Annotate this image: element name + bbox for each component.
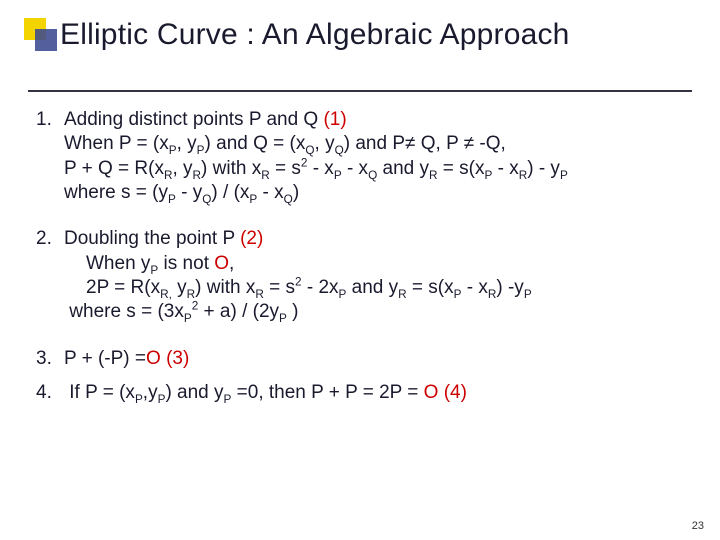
slide-logo bbox=[24, 18, 58, 52]
item-number: 3. bbox=[36, 347, 64, 371]
horizontal-rule bbox=[28, 90, 692, 92]
slide-title: Elliptic Curve : An Algebraic Approach bbox=[60, 18, 570, 52]
list-item: 2. Doubling the point P (2) When yP is n… bbox=[36, 227, 696, 324]
logo-square-blue bbox=[35, 29, 57, 51]
item-body: P + (-P) =O (3) bbox=[64, 347, 696, 371]
item-body: Adding distinct points P and Q (1) When … bbox=[64, 108, 696, 205]
item-head: Doubling the point P bbox=[64, 228, 235, 249]
item-line: P + Q = R(xR, yR) with xR = s2 - xP - xQ… bbox=[64, 158, 568, 179]
page-number: 23 bbox=[692, 520, 704, 532]
list-item: 4. If P = (xP,yP) and yP =0, then P + P … bbox=[36, 381, 696, 405]
item-tag: (2) bbox=[240, 228, 263, 249]
slide-body: 1. Adding distinct points P and Q (1) Wh… bbox=[36, 108, 696, 405]
item-line: 2P = R(xR, yR) with xR = s2 - 2xP and yR… bbox=[86, 277, 532, 298]
item-number: 4. bbox=[36, 381, 64, 405]
item-number: 1. bbox=[36, 108, 64, 205]
item-line: where s = (yP - yQ) / (xP - xQ) bbox=[64, 182, 299, 203]
item-tag: (3) bbox=[166, 348, 189, 369]
item-line: P + (-P) =O bbox=[64, 348, 161, 369]
list-item: 1. Adding distinct points P and Q (1) Wh… bbox=[36, 108, 696, 205]
item-tag: (1) bbox=[323, 109, 346, 130]
item-head: Adding distinct points P and Q bbox=[64, 109, 318, 130]
list-item: 3. P + (-P) =O (3) bbox=[36, 347, 696, 371]
item-body: If P = (xP,yP) and yP =0, then P + P = 2… bbox=[64, 381, 696, 405]
item-body: Doubling the point P (2) When yP is not … bbox=[64, 227, 696, 324]
item-tag: (4) bbox=[444, 382, 467, 403]
item-line: When yP is not O, bbox=[86, 253, 234, 274]
item-line: where s = (3xP2 + a) / (2yP ) bbox=[64, 301, 299, 322]
item-line: When P = (xP, yP) and Q = (xQ, yQ) and P… bbox=[64, 133, 506, 154]
item-number: 2. bbox=[36, 227, 64, 324]
item-line: If P = (xP,yP) and yP =0, then P + P = 2… bbox=[64, 382, 438, 403]
